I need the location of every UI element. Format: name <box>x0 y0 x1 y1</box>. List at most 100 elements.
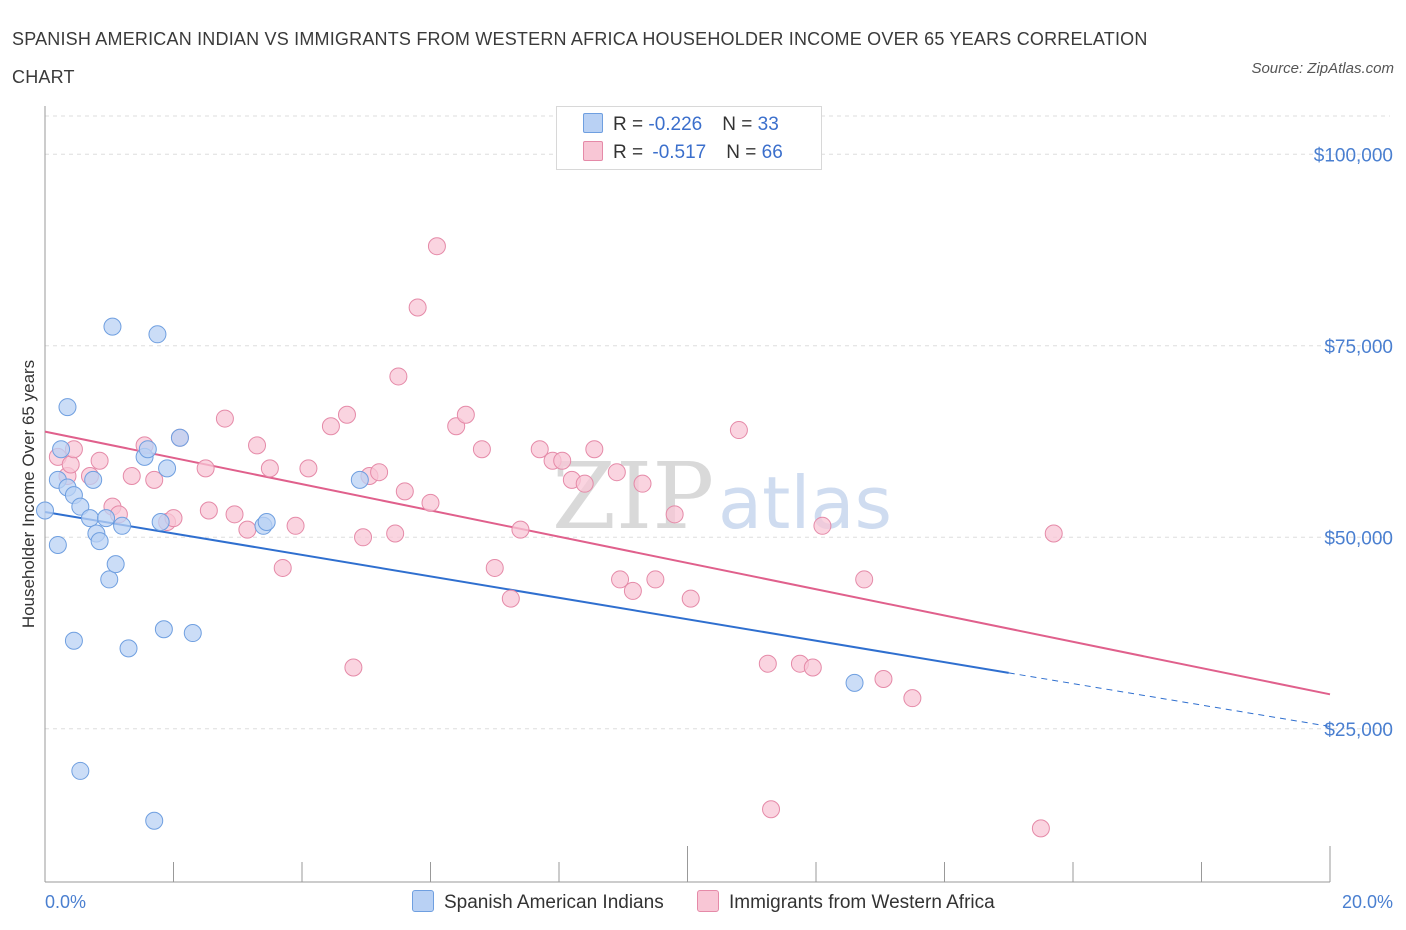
point-spanish-american-indians <box>100 570 119 589</box>
legend-r-label: R = <box>613 142 649 163</box>
point-immigrants-western-africa <box>389 367 408 386</box>
legend-row-blue: R = -0.226 N = 33 <box>583 113 779 136</box>
data-points <box>36 237 1063 838</box>
point-immigrants-western-africa <box>501 589 520 608</box>
y-tick-label: $100,000 <box>1314 145 1393 166</box>
point-immigrants-western-africa <box>199 501 218 520</box>
point-immigrants-western-africa <box>607 463 626 482</box>
point-immigrants-western-africa <box>456 405 475 424</box>
legend-r-value: -0.517 <box>652 142 707 163</box>
y-tick-label: $25,000 <box>1324 720 1393 741</box>
point-immigrants-western-africa <box>370 463 389 482</box>
point-immigrants-western-africa <box>575 474 594 493</box>
point-immigrants-western-africa <box>61 455 80 474</box>
point-immigrants-western-africa <box>344 658 363 677</box>
point-immigrants-western-africa <box>395 482 414 501</box>
x-tick-labels: 0.0% 20.0% <box>45 892 1393 912</box>
point-immigrants-western-africa <box>122 467 141 486</box>
trend-line-immigrants-western-africa <box>44 430 1331 696</box>
point-immigrants-western-africa <box>386 524 405 543</box>
watermark-atlas: atlas <box>718 461 892 545</box>
point-immigrants-western-africa <box>762 800 781 819</box>
point-spanish-american-indians <box>103 317 122 336</box>
point-spanish-american-indians <box>36 501 54 520</box>
point-spanish-american-indians <box>148 325 167 344</box>
point-spanish-american-indians <box>183 624 202 643</box>
point-immigrants-western-africa <box>813 516 832 535</box>
point-spanish-american-indians <box>71 497 90 516</box>
legend-r-value: -0.226 <box>648 114 703 135</box>
point-spanish-american-indians <box>154 620 173 639</box>
source-label: Source: ZipAtlas.com <box>1251 60 1394 77</box>
y-axis-title: Householder Income Over 65 years <box>19 360 38 628</box>
point-immigrants-western-africa <box>196 459 215 478</box>
legend-swatch-blue <box>583 113 603 133</box>
point-spanish-american-indians <box>119 639 138 658</box>
y-tick-labels: $25,000 $50,000 $75,000 $100,000 <box>1314 145 1393 741</box>
point-immigrants-western-africa <box>472 440 491 459</box>
point-spanish-american-indians <box>106 555 125 574</box>
point-immigrants-western-africa <box>145 470 164 489</box>
legend-item-spanish-american-indians: Spanish American Indians <box>412 890 664 914</box>
point-immigrants-western-africa <box>421 493 440 512</box>
point-immigrants-western-africa <box>485 558 504 577</box>
point-immigrants-western-africa <box>225 505 244 524</box>
chart-title: SPANISH AMERICAN INDIAN VS IMMIGRANTS FR… <box>12 29 1148 87</box>
point-spanish-american-indians <box>48 535 67 554</box>
point-immigrants-western-africa <box>1031 819 1050 838</box>
point-spanish-american-indians <box>257 512 276 531</box>
point-spanish-american-indians <box>145 811 164 830</box>
axes <box>44 106 1331 883</box>
point-immigrants-western-africa <box>553 451 572 470</box>
trend-lines <box>44 430 1331 727</box>
point-immigrants-western-africa <box>408 298 427 317</box>
point-immigrants-western-africa <box>530 440 549 459</box>
point-immigrants-western-africa <box>758 654 777 673</box>
legend-n-label: N = <box>726 142 762 163</box>
point-spanish-american-indians <box>52 440 71 459</box>
point-spanish-american-indians <box>97 509 116 528</box>
point-immigrants-western-africa <box>855 570 874 589</box>
point-immigrants-western-africa <box>646 570 665 589</box>
trend-line-dashed-extension <box>1008 672 1331 727</box>
point-immigrants-western-africa <box>321 417 340 436</box>
point-immigrants-western-africa <box>729 421 748 440</box>
point-spanish-american-indians <box>350 470 369 489</box>
point-immigrants-western-africa <box>260 459 279 478</box>
point-spanish-american-indians <box>90 532 109 551</box>
point-immigrants-western-africa <box>354 528 373 547</box>
point-immigrants-western-africa <box>427 237 446 256</box>
point-spanish-american-indians <box>113 516 132 535</box>
watermark-zip: ZIP <box>552 443 714 550</box>
point-spanish-american-indians <box>80 509 99 528</box>
trend-line-spanish-american-indians <box>44 511 1009 674</box>
point-spanish-american-indians <box>84 470 103 489</box>
x-tick-label: 0.0% <box>45 892 86 912</box>
legend-label: Spanish American Indians <box>444 892 664 913</box>
series-legend: Spanish American Indians Immigrants from… <box>412 890 1023 914</box>
legend-row-pink: R = -0.517 N = 66 <box>583 141 783 164</box>
legend-n-value: 66 <box>761 142 783 163</box>
point-spanish-american-indians <box>845 673 864 692</box>
point-immigrants-western-africa <box>803 658 822 677</box>
legend-swatch-blue <box>412 890 434 912</box>
point-immigrants-western-africa <box>215 409 234 428</box>
y-tick-label: $75,000 <box>1324 337 1393 358</box>
point-immigrants-western-africa <box>511 520 530 539</box>
y-tick-label: $50,000 <box>1324 528 1393 549</box>
correlation-legend: R = -0.226 N = 33 R = -0.517 N = 66 <box>556 106 822 170</box>
point-spanish-american-indians <box>64 631 83 650</box>
point-immigrants-western-africa <box>1044 524 1063 543</box>
point-immigrants-western-africa <box>585 440 604 459</box>
point-spanish-american-indians <box>58 398 77 417</box>
point-immigrants-western-africa <box>337 405 356 424</box>
point-immigrants-western-africa <box>286 516 305 535</box>
legend-label: Immigrants from Western Africa <box>728 892 995 913</box>
point-immigrants-western-africa <box>611 570 630 589</box>
legend-swatch-pink <box>583 141 603 161</box>
x-tick-label: 20.0% <box>1342 892 1393 912</box>
point-spanish-american-indians <box>71 761 90 780</box>
point-immigrants-western-africa <box>665 505 684 524</box>
point-spanish-american-indians <box>151 512 170 531</box>
